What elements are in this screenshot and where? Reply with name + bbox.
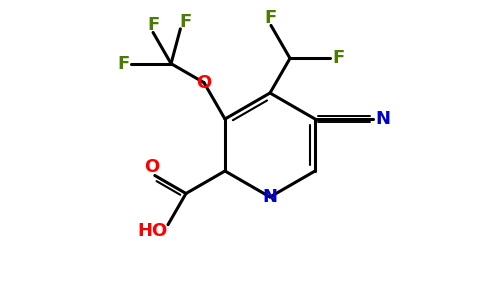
Text: HO: HO [138, 222, 168, 240]
Text: N: N [262, 188, 277, 206]
Text: N: N [376, 110, 391, 128]
Text: O: O [144, 158, 159, 175]
Text: F: F [179, 13, 192, 31]
Text: F: F [332, 50, 344, 68]
Text: F: F [265, 10, 277, 28]
Text: F: F [147, 16, 159, 34]
Text: F: F [117, 55, 129, 73]
Text: O: O [197, 74, 212, 92]
